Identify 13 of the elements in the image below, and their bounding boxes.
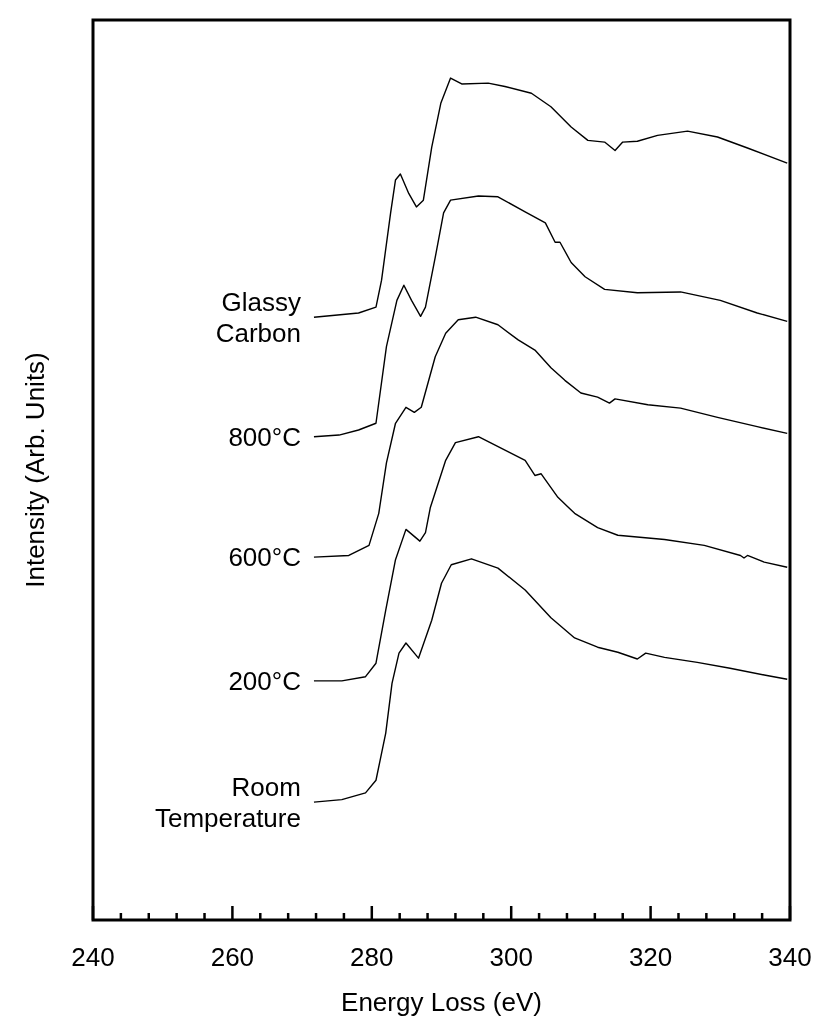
x-tick-label: 340	[768, 942, 812, 972]
series-label: Glassy Carbon	[215, 286, 301, 348]
x-axis-title: Energy Loss (eV)	[341, 987, 542, 1017]
y-axis-title: Intensity (Arb. Units)	[20, 352, 50, 588]
series-label: 600°C	[228, 542, 301, 573]
x-tick-label: 280	[350, 942, 394, 972]
x-tick-label: 320	[628, 942, 673, 972]
x-tick-label: 240	[71, 942, 115, 972]
series-label: 800°C	[228, 421, 301, 452]
series-label: 200°C	[228, 665, 301, 696]
x-tick-label: 260	[210, 942, 255, 972]
x-tick-label: 300	[489, 942, 533, 972]
series-label: Room Temperature	[154, 771, 301, 833]
